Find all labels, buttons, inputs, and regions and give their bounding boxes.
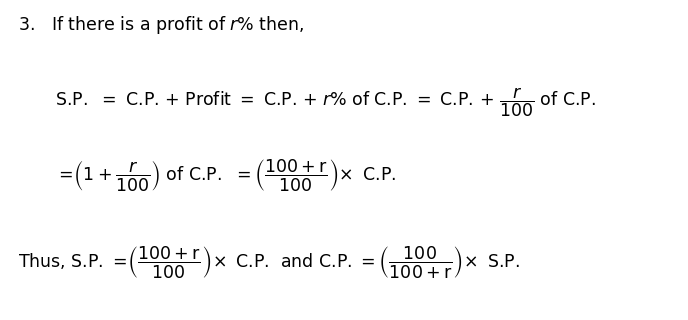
Text: S.P.  $=$ C.P. $+$ Profit $=$ C.P. $+$ $r\%$ of C.P. $=$ C.P. $+$ $\dfrac{r}{100: S.P. $=$ C.P. $+$ Profit $=$ C.P. $+$ $r… (55, 85, 596, 119)
Text: $=\!\left(1+\dfrac{r}{100}\right)$ of C.P.  $=\left(\dfrac{100+\mathrm{r}}{100}\: $=\!\left(1+\dfrac{r}{100}\right)$ of C.… (55, 157, 396, 193)
Text: 3.   If there is a profit of $r\%$ then,: 3. If there is a profit of $r\%$ then, (18, 14, 304, 36)
Text: Thus, S.P. $=\!\left(\dfrac{100+\mathrm{r}}{100}\right)\!\times$ C.P.  and C.P. : Thus, S.P. $=\!\left(\dfrac{100+\mathrm{… (18, 244, 519, 280)
